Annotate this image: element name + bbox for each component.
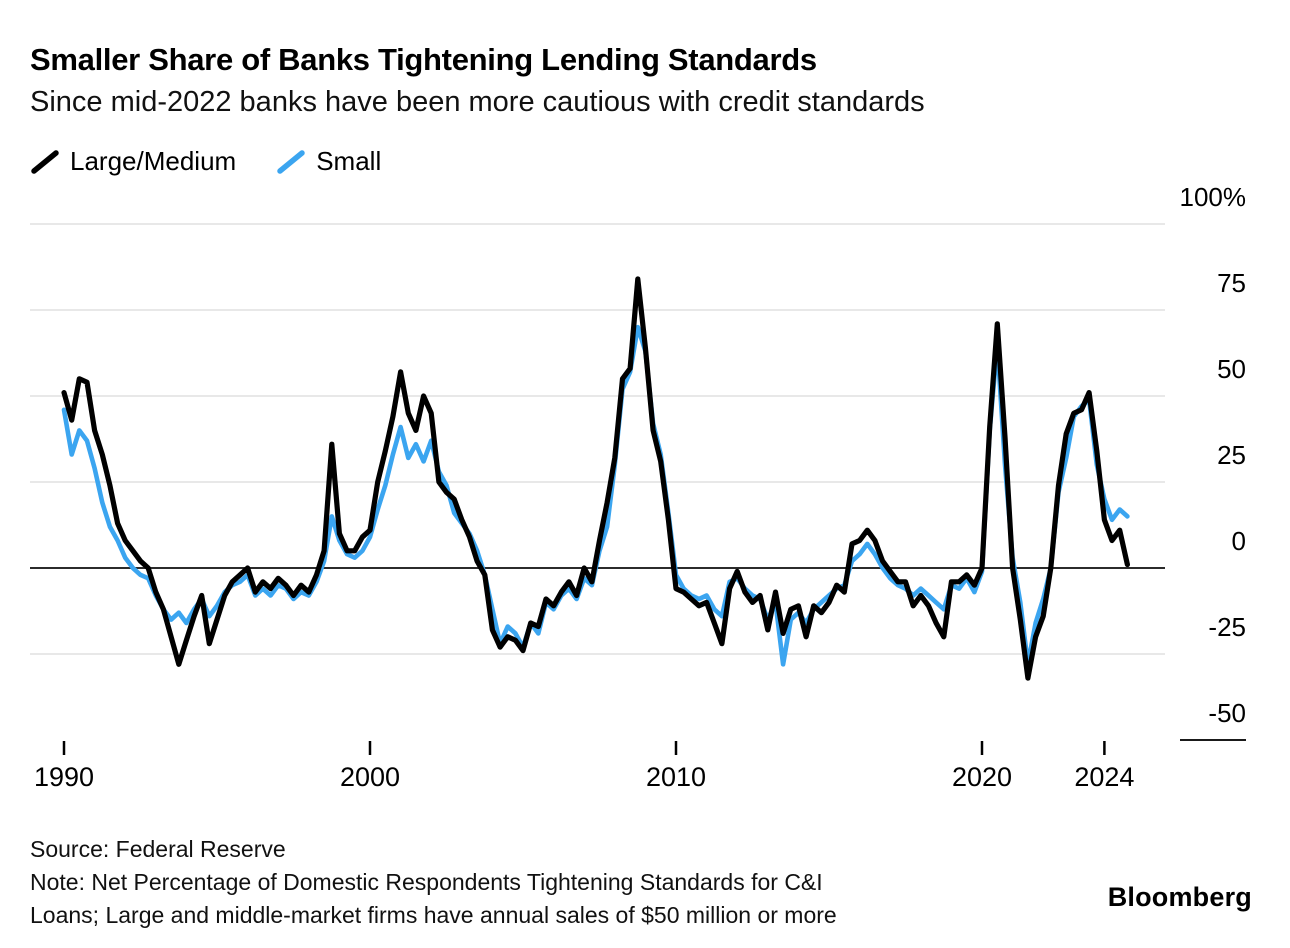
legend-item-small: Small (276, 146, 381, 177)
legend: Large/Medium Small (30, 146, 381, 177)
y-axis-label-100: 100% (1180, 182, 1247, 212)
source-note: Source: Federal Reserve Note: Net Percen… (30, 833, 837, 932)
y-axis-label--25: -25 (1208, 612, 1246, 642)
x-axis-label-2024: 2024 (1074, 762, 1134, 792)
x-axis-label-2020: 2020 (952, 762, 1012, 792)
series-line-small (61, 324, 1130, 667)
x-axis-label-2010: 2010 (646, 762, 706, 792)
source-text: Source: Federal Reserve (30, 836, 286, 862)
x-axis-label-1990: 1990 (34, 762, 94, 792)
legend-line-swatch-icon (277, 149, 305, 174)
note-text-line2: Loans; Large and middle-market firms hav… (30, 902, 837, 928)
legend-label: Small (316, 146, 382, 176)
y-axis-label-0: 0 (1232, 526, 1246, 556)
y-axis-label--50: -50 (1208, 698, 1246, 728)
legend-label: Large/Medium (70, 146, 237, 176)
note-text-line1: Note: Net Percentage of Domestic Respond… (30, 869, 823, 895)
chart-title: Smaller Share of Banks Tightening Lendin… (30, 42, 817, 77)
legend-line-swatch-icon (31, 149, 59, 174)
legend-item-large-medium: Large/Medium (30, 146, 236, 177)
bloomberg-logo: Bloomberg (1107, 882, 1252, 912)
chart-subtitle: Since mid-2022 banks have been more caut… (30, 86, 925, 118)
y-axis-label-75: 75 (1217, 268, 1246, 298)
y-axis-label-50: 50 (1217, 354, 1246, 384)
x-axis-label-2000: 2000 (340, 762, 400, 792)
series-line-large-medium (61, 276, 1131, 681)
y-axis-label-25: 25 (1217, 440, 1246, 470)
